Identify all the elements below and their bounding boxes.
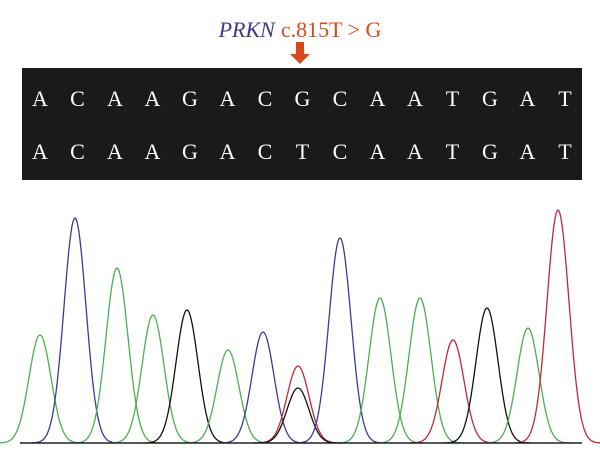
base-letter: A	[107, 86, 123, 111]
base-letter: T	[558, 139, 572, 164]
trace-peak	[409, 339, 497, 444]
base-letter: C	[70, 86, 85, 111]
trace-peak	[254, 387, 342, 444]
base-letter: G	[182, 139, 198, 164]
base-letter: T	[446, 139, 460, 164]
sequence-panel	[22, 68, 582, 180]
base-letter: A	[145, 139, 161, 164]
trace-peak	[375, 297, 465, 444]
base-letter: G	[482, 86, 498, 111]
trace-peak	[218, 331, 308, 444]
trace-peak	[442, 307, 532, 444]
variant-name: c.815T > G	[281, 17, 382, 42]
trace-peak	[514, 209, 600, 444]
trace-peak	[335, 297, 425, 444]
base-letter: C	[333, 86, 348, 111]
base-letter: C	[258, 139, 273, 164]
trace-peak	[254, 365, 342, 444]
trace-peak	[31, 217, 119, 444]
base-letter: A	[407, 86, 423, 111]
base-letter: A	[107, 139, 123, 164]
chromatogram-peaks	[0, 209, 600, 444]
variant-arrow	[290, 42, 310, 64]
trace-peak	[483, 327, 573, 444]
base-letter: G	[482, 139, 498, 164]
trace-peak	[73, 267, 161, 444]
gene-name: PRKN	[218, 17, 277, 42]
base-letter: A	[145, 86, 161, 111]
base-letter: G	[295, 86, 311, 111]
base-letter: A	[407, 139, 423, 164]
base-letter: T	[446, 86, 460, 111]
trace-peak	[0, 334, 85, 444]
base-letter: A	[220, 86, 236, 111]
trace-peak	[142, 309, 232, 444]
base-letter: A	[520, 139, 536, 164]
trace-peak	[108, 314, 198, 444]
base-letter: A	[32, 86, 48, 111]
base-letter: A	[520, 86, 536, 111]
trace-peak	[184, 349, 272, 444]
figure-title: PRKN c.815T > G	[218, 17, 382, 42]
base-letter: A	[220, 139, 236, 164]
base-letter: C	[70, 139, 85, 164]
base-letter: A	[370, 86, 386, 111]
base-letter: A	[32, 139, 48, 164]
trace-peak	[296, 237, 384, 444]
base-letter: A	[370, 139, 386, 164]
base-letter: T	[296, 139, 310, 164]
base-letter: G	[182, 86, 198, 111]
base-letter: C	[333, 139, 348, 164]
base-letter: T	[558, 86, 572, 111]
base-letter: C	[258, 86, 273, 111]
